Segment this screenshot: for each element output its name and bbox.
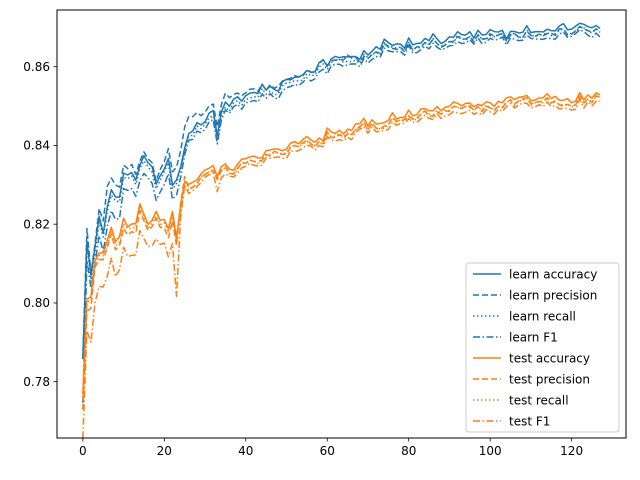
y-tick-label: 0.78 (23, 375, 50, 389)
legend-label-test-accuracy: test accuracy (509, 351, 590, 365)
x-tick-label: 60 (320, 444, 335, 458)
legend-label-learn-accuracy: learn accuracy (509, 267, 597, 281)
series-line-test-f1 (82, 98, 601, 439)
series-line-test-recall (82, 95, 601, 398)
legend: learn accuracy learn precision learn recal… (465, 262, 620, 433)
x-tick-label: 0 (79, 444, 87, 458)
y-tick-label: 0.84 (23, 139, 50, 153)
legend-box (465, 262, 620, 433)
series-layer (82, 22, 601, 439)
x-tick-label: 40 (238, 444, 253, 458)
legend-label-learn-recall: learn recall (509, 309, 576, 323)
x-tick-label: 20 (157, 444, 172, 458)
y-tick-label: 0.82 (23, 217, 50, 231)
y-axis: 0.78 0.80 0.82 0.84 0.86 (23, 60, 57, 389)
series-line-learn-recall (82, 26, 601, 359)
series-line-learn-accuracy (82, 22, 601, 356)
series-line-test-accuracy (82, 91, 601, 395)
legend-label-test-precision: test precision (509, 372, 590, 386)
legend-label-learn-f1: learn F1 (509, 330, 558, 344)
x-axis: 0 20 40 60 80 100 120 (79, 438, 583, 458)
series-line-learn-precision (82, 25, 601, 360)
legend-label-test-recall: test recall (509, 393, 569, 407)
x-tick-label: 120 (560, 444, 583, 458)
y-tick-label: 0.86 (23, 60, 50, 74)
series-line-learn-f1 (82, 28, 601, 403)
y-tick-label: 0.80 (23, 296, 50, 310)
x-tick-label: 80 (401, 444, 416, 458)
legend-label-test-f1: test F1 (509, 414, 550, 428)
legend-label-learn-precision: learn precision (509, 288, 597, 302)
x-tick-label: 100 (479, 444, 502, 458)
